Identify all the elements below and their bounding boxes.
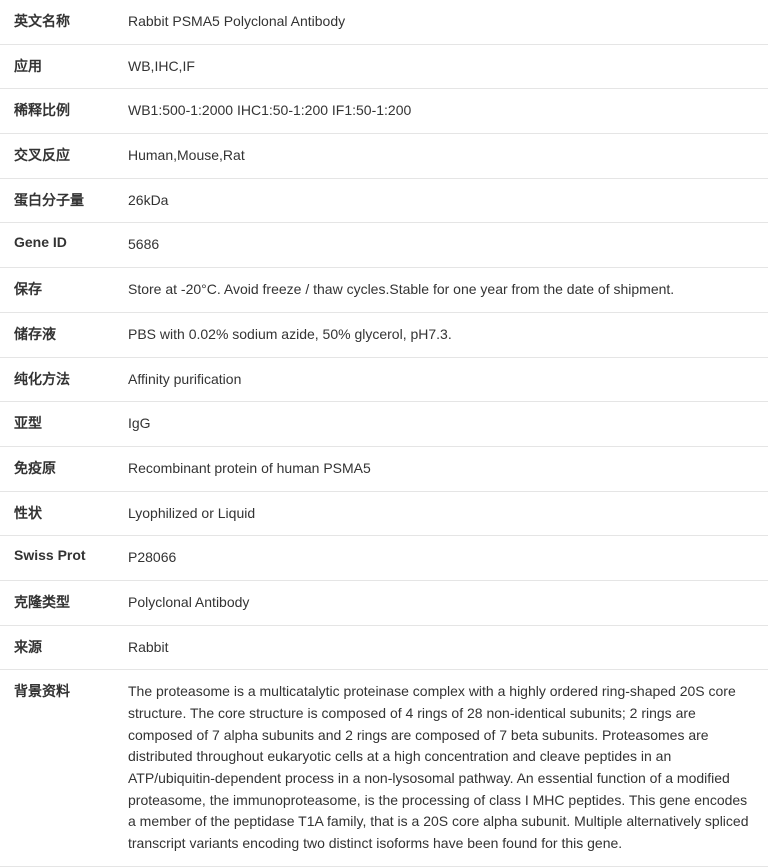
row-label: Gene ID (0, 223, 120, 268)
table-row: 性状 Lyophilized or Liquid (0, 491, 768, 536)
table-row: 来源 Rabbit (0, 625, 768, 670)
row-label: 稀释比例 (0, 89, 120, 134)
row-label: 亚型 (0, 402, 120, 447)
table-row: 英文名称 Rabbit PSMA5 Polyclonal Antibody (0, 0, 768, 44)
table-row: 储存液 PBS with 0.02% sodium azide, 50% gly… (0, 312, 768, 357)
table-row: Gene ID 5686 (0, 223, 768, 268)
row-label: 纯化方法 (0, 357, 120, 402)
row-label: 保存 (0, 268, 120, 313)
row-value: WB1:500-1:2000 IHC1:50-1:200 IF1:50-1:20… (120, 89, 768, 134)
row-label: 蛋白分子量 (0, 178, 120, 223)
row-value: Affinity purification (120, 357, 768, 402)
row-label: 免疫原 (0, 446, 120, 491)
spec-table-body: 英文名称 Rabbit PSMA5 Polyclonal Antibody 应用… (0, 0, 768, 866)
row-label: 来源 (0, 625, 120, 670)
row-label: Swiss Prot (0, 536, 120, 581)
table-row: 交叉反应 Human,Mouse,Rat (0, 134, 768, 179)
row-value: WB,IHC,IF (120, 44, 768, 89)
row-value: PBS with 0.02% sodium azide, 50% glycero… (120, 312, 768, 357)
table-row: 亚型 IgG (0, 402, 768, 447)
row-value: 26kDa (120, 178, 768, 223)
row-label: 背景资料 (0, 670, 120, 867)
table-row: 稀释比例 WB1:500-1:2000 IHC1:50-1:200 IF1:50… (0, 89, 768, 134)
row-label: 交叉反应 (0, 134, 120, 179)
row-value: Rabbit PSMA5 Polyclonal Antibody (120, 0, 768, 44)
row-value: Recombinant protein of human PSMA5 (120, 446, 768, 491)
row-value: 5686 (120, 223, 768, 268)
row-label: 应用 (0, 44, 120, 89)
row-value: IgG (120, 402, 768, 447)
row-value: Lyophilized or Liquid (120, 491, 768, 536)
row-label: 克隆类型 (0, 580, 120, 625)
row-value: Store at -20°C. Avoid freeze / thaw cycl… (120, 268, 768, 313)
table-row: 背景资料 The proteasome is a multicatalytic … (0, 670, 768, 867)
row-value: Human,Mouse,Rat (120, 134, 768, 179)
row-label: 储存液 (0, 312, 120, 357)
table-row: 克隆类型 Polyclonal Antibody (0, 580, 768, 625)
table-row: Swiss Prot P28066 (0, 536, 768, 581)
spec-table: 英文名称 Rabbit PSMA5 Polyclonal Antibody 应用… (0, 0, 768, 867)
row-value: Polyclonal Antibody (120, 580, 768, 625)
row-value: Rabbit (120, 625, 768, 670)
row-value: The proteasome is a multicatalytic prote… (120, 670, 768, 867)
table-row: 蛋白分子量 26kDa (0, 178, 768, 223)
table-row: 纯化方法 Affinity purification (0, 357, 768, 402)
row-value: P28066 (120, 536, 768, 581)
table-row: 免疫原 Recombinant protein of human PSMA5 (0, 446, 768, 491)
row-label: 性状 (0, 491, 120, 536)
row-label: 英文名称 (0, 0, 120, 44)
table-row: 保存 Store at -20°C. Avoid freeze / thaw c… (0, 268, 768, 313)
table-row: 应用 WB,IHC,IF (0, 44, 768, 89)
